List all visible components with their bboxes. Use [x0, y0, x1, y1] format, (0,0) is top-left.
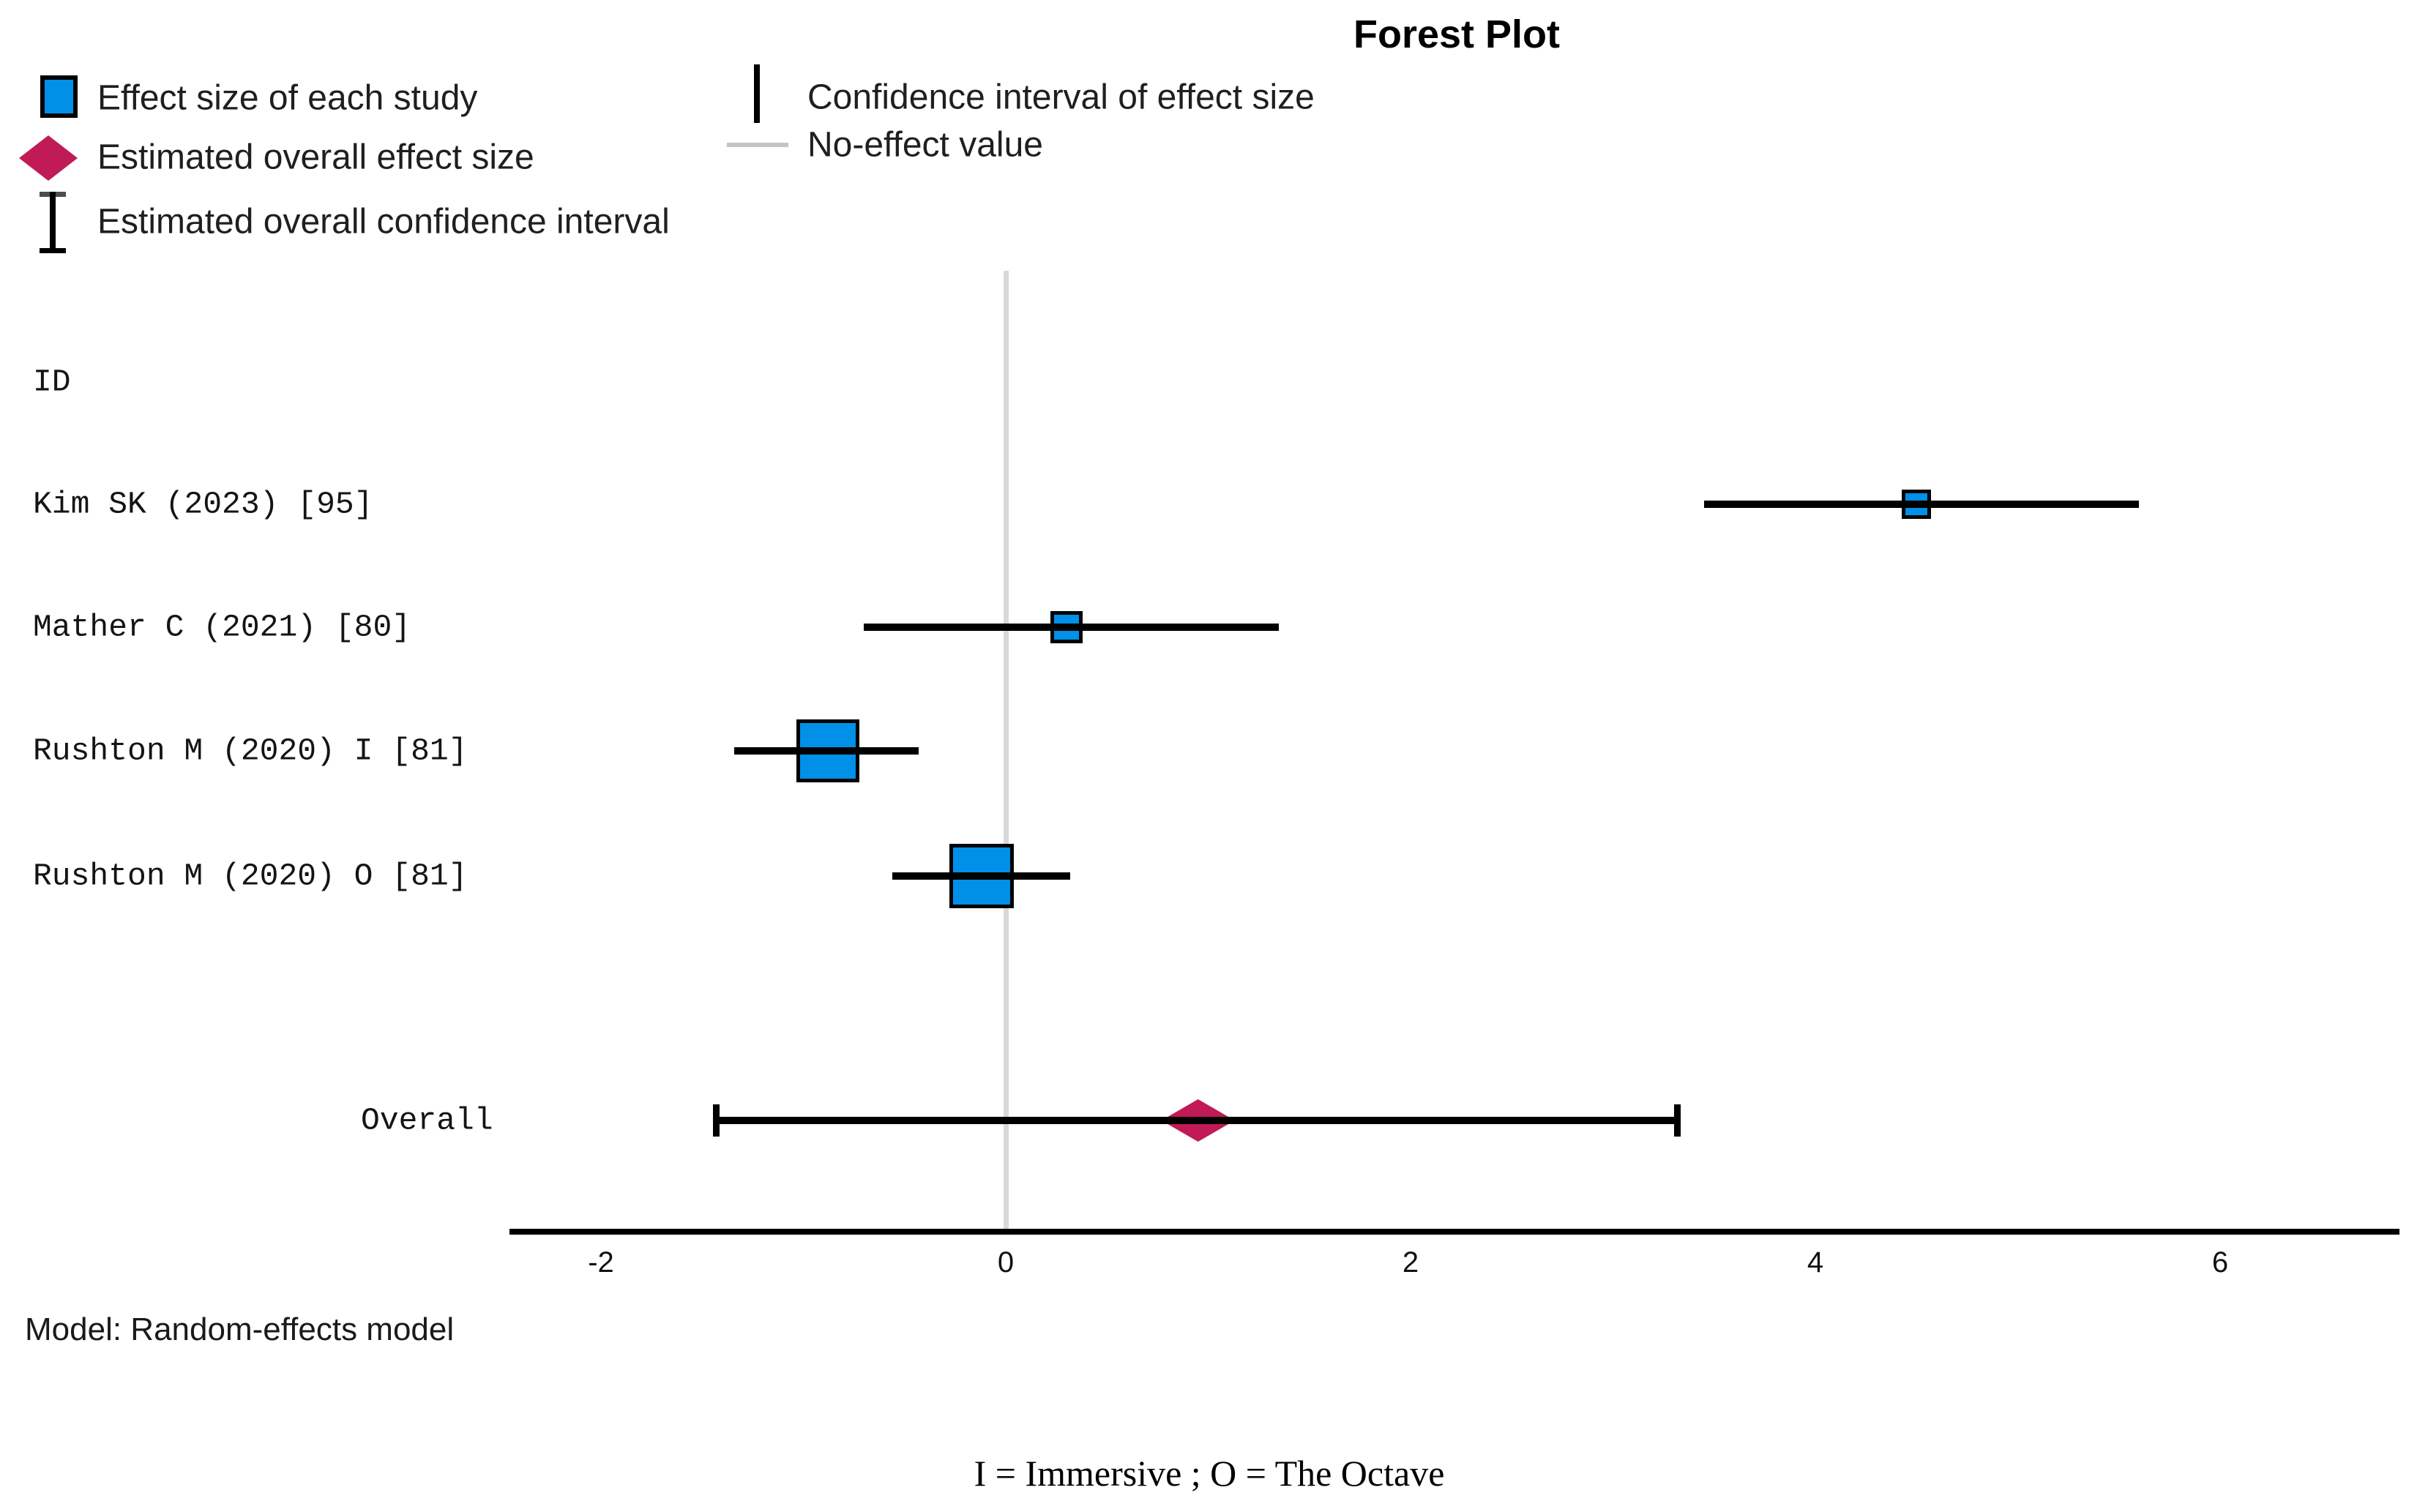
x-tick-label: 6 [2211, 1246, 2229, 1279]
no-effect-line [1003, 271, 1009, 1232]
study-label: Rushton M (2020) O [81] [33, 858, 468, 894]
effect-size-square-icon [40, 75, 78, 118]
overall-ci-ibeam-icon [38, 192, 67, 253]
x-tick-label: 4 [1807, 1246, 1824, 1279]
x-tick-label: 2 [1402, 1246, 1419, 1279]
legend-label-no-effect: No-effect value [807, 125, 1043, 165]
ci-line-icon [754, 64, 760, 123]
study-label: Mather C (2021) [80] [33, 609, 411, 645]
legend-label-overall-ci: Estimated overall confidence interval [97, 202, 670, 242]
overall-ci-line [716, 1117, 1678, 1124]
legend-label-overall-effect: Estimated overall effect size [97, 138, 534, 177]
model-note: Model: Random-effects model [25, 1311, 455, 1347]
study-ci-line [1703, 501, 2140, 508]
x-tick-label: 0 [997, 1246, 1015, 1279]
study-ci-line [734, 747, 919, 755]
legend-label-ci: Confidence interval of effect size [807, 78, 1315, 117]
overall-ci-cap-left [713, 1104, 720, 1137]
x-tick-label: -2 [588, 1246, 614, 1279]
study-label: Kim SK (2023) [95] [33, 486, 373, 523]
study-ci-line [892, 872, 1071, 880]
x-axis-line [509, 1229, 2399, 1235]
abbreviation-note: I = Immersive ; O = The Octave [974, 1453, 1445, 1494]
overall-ci-cap-right [1674, 1104, 1681, 1137]
chart-title: Forest Plot [1353, 12, 1561, 56]
id-column-header: ID [33, 364, 71, 400]
no-effect-line-icon [727, 143, 788, 147]
study-label: Rushton M (2020) I [81] [33, 733, 468, 769]
legend-label-effect-size: Effect size of each study [97, 78, 478, 118]
study-ci-line [864, 624, 1280, 631]
overall-label: Overall [361, 1102, 493, 1139]
